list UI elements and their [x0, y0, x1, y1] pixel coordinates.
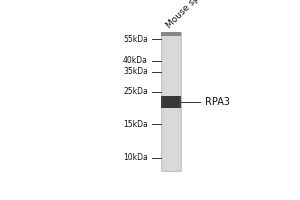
Text: 35kDa: 35kDa [123, 67, 148, 76]
Bar [161, 96, 163, 108]
Text: 55kDa: 55kDa [123, 35, 148, 44]
Text: Mouse spleen: Mouse spleen [165, 0, 215, 30]
Text: 15kDa: 15kDa [123, 120, 148, 129]
Bar [161, 32, 181, 36]
Text: RPA3: RPA3 [205, 97, 230, 107]
Text: 25kDa: 25kDa [123, 87, 148, 96]
Text: 40kDa: 40kDa [123, 56, 148, 65]
Text: 10kDa: 10kDa [123, 153, 148, 162]
Bar [161, 32, 181, 171]
Bar [161, 96, 181, 108]
Bar [164, 34, 178, 170]
Bar [179, 96, 181, 108]
